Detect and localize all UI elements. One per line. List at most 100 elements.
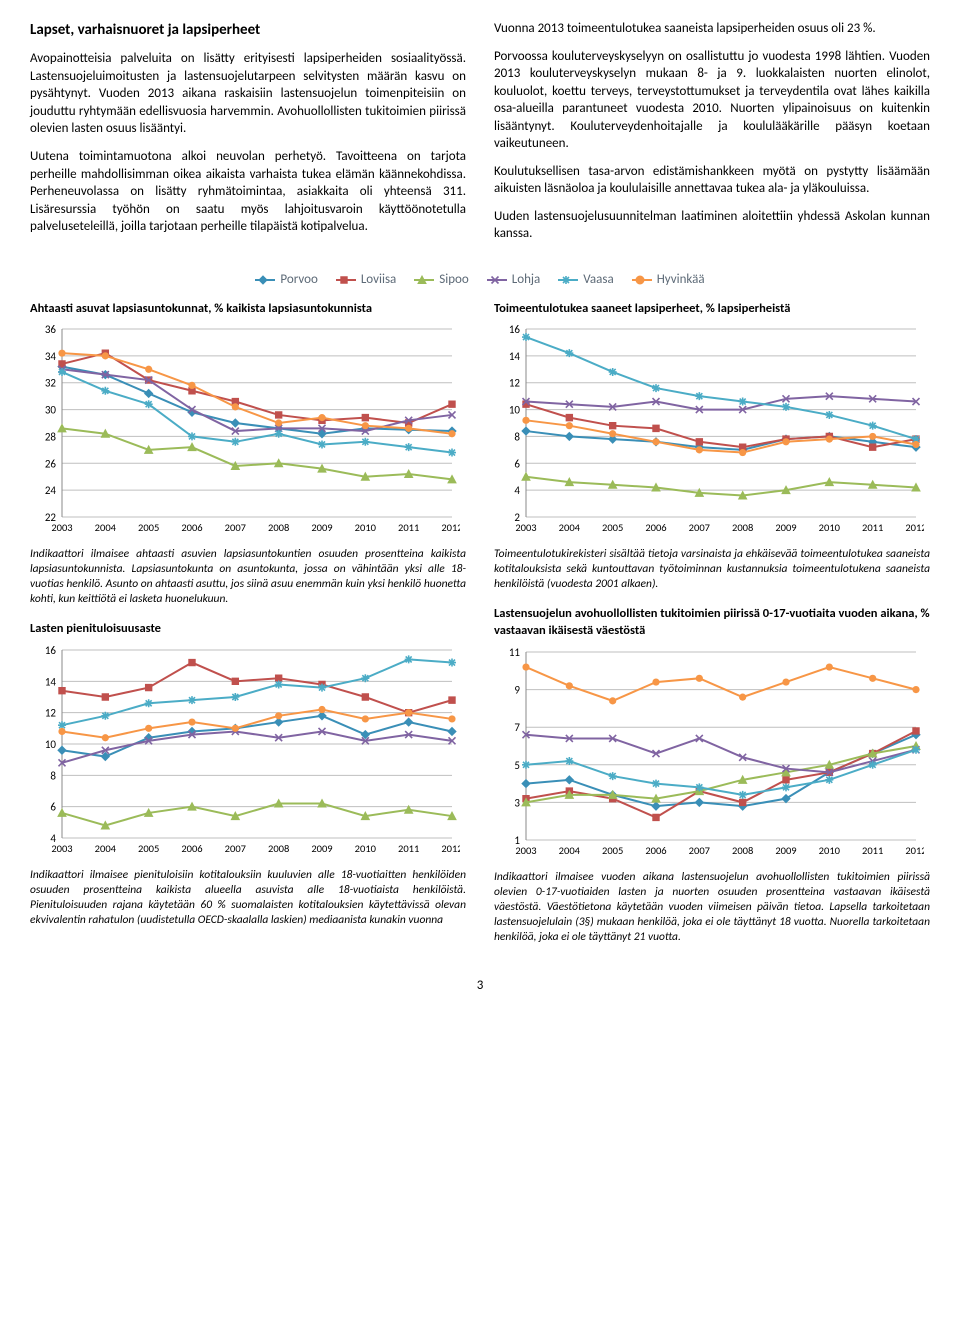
chart2-title: Toimeentulotukea saaneet lapsiperheet, %…	[494, 301, 930, 318]
svg-text:2012: 2012	[441, 842, 460, 855]
svg-text:6: 6	[50, 801, 56, 814]
svg-text:2008: 2008	[268, 521, 289, 534]
chart1: 2224262830323436200320042005200620072008…	[30, 321, 466, 541]
legend-item-sipoo: Sipoo	[414, 271, 469, 289]
chart2-svg: 2468101214162003200420052006200720082009…	[494, 321, 924, 541]
svg-text:11: 11	[509, 646, 521, 659]
chart2-block: Toimeentulotukea saaneet lapsiperheet, %…	[494, 301, 930, 959]
svg-text:14: 14	[45, 675, 57, 688]
svg-text:2012: 2012	[905, 521, 924, 534]
svg-text:16: 16	[45, 644, 57, 657]
chart3-svg: 4681012141620032004200520062007200820092…	[30, 642, 460, 862]
svg-text:30: 30	[45, 404, 57, 417]
svg-text:34: 34	[45, 350, 57, 363]
page-number: 3	[30, 977, 930, 995]
text-columns: Lapset, varhaisnuoret ja lapsiperheet Av…	[30, 20, 930, 253]
legend: Porvoo Loviisa Sipoo Lohja Vaasa Hyvinkää	[30, 271, 930, 289]
svg-text:2011: 2011	[862, 844, 883, 857]
svg-text:2009: 2009	[311, 521, 332, 534]
legend-item-loviisa: Loviisa	[336, 271, 396, 289]
svg-text:2006: 2006	[181, 521, 202, 534]
chart2-desc: Toimeentulotukirekisteri sisältää tietoj…	[494, 547, 930, 592]
svg-text:2004: 2004	[559, 521, 581, 534]
svg-text:8: 8	[514, 431, 520, 444]
legend-item-porvoo: Porvoo	[255, 271, 317, 289]
svg-text:2004: 2004	[95, 521, 117, 534]
chart3-desc: Indikaattori ilmaisee pienituloisiin kot…	[30, 868, 466, 928]
right-column: Vuonna 2013 toimeentulotukea saaneista l…	[494, 20, 930, 253]
chart2: 2468101214162003200420052006200720082009…	[494, 321, 930, 541]
svg-text:8: 8	[50, 769, 56, 782]
legend-item-hyvinkää: Hyvinkää	[632, 271, 705, 289]
svg-text:2006: 2006	[645, 844, 666, 857]
svg-text:28: 28	[45, 431, 57, 444]
svg-text:4: 4	[514, 485, 520, 498]
svg-text:2005: 2005	[138, 842, 159, 855]
chart1-title: Ahtaasti asuvat lapsiasuntokunnat, % kai…	[30, 301, 466, 318]
svg-text:2008: 2008	[732, 521, 753, 534]
svg-text:2008: 2008	[268, 842, 289, 855]
chart1-desc: Indikaattori ilmaisee ahtaasti asuvien l…	[30, 547, 466, 607]
right-paragraph-3: Koulutuksellisen tasa-arvon edistämishan…	[494, 163, 930, 198]
svg-text:14: 14	[509, 350, 521, 363]
svg-text:2012: 2012	[441, 521, 460, 534]
svg-text:2005: 2005	[602, 521, 623, 534]
svg-text:2010: 2010	[355, 842, 377, 855]
svg-text:24: 24	[45, 485, 57, 498]
svg-text:10: 10	[45, 738, 57, 751]
legend-item-lohja: Lohja	[487, 271, 541, 289]
svg-text:2011: 2011	[398, 521, 419, 534]
svg-text:2004: 2004	[559, 844, 581, 857]
left-column: Lapset, varhaisnuoret ja lapsiperheet Av…	[30, 20, 466, 253]
svg-text:2003: 2003	[515, 521, 536, 534]
svg-text:2007: 2007	[689, 844, 710, 857]
svg-text:2004: 2004	[95, 842, 117, 855]
svg-text:2003: 2003	[51, 521, 72, 534]
chart3: 4681012141620032004200520062007200820092…	[30, 642, 466, 862]
svg-text:2006: 2006	[645, 521, 666, 534]
right-paragraph-4: Uuden lastensuojelusuunnitelman laatimin…	[494, 208, 930, 243]
section-title: Lapset, varhaisnuoret ja lapsiperheet	[30, 20, 466, 40]
svg-text:2007: 2007	[225, 521, 246, 534]
svg-text:36: 36	[45, 323, 57, 336]
chart1-block: Ahtaasti asuvat lapsiasuntokunnat, % kai…	[30, 301, 466, 959]
svg-text:2003: 2003	[515, 844, 536, 857]
left-paragraph-2: Uutena toimintamuotona alkoi neuvolan pe…	[30, 148, 466, 236]
svg-text:16: 16	[509, 323, 521, 336]
chart4-desc: Indikaattori ilmaisee vuoden aikana last…	[494, 870, 930, 945]
right-paragraph-2: Porvoossa kouluterveyskyselyyn on osalli…	[494, 48, 930, 153]
svg-text:2007: 2007	[689, 521, 710, 534]
chart4: 1357911200320042005200620072008200920102…	[494, 644, 930, 864]
chart3-title: Lasten pienituloisuusaste	[30, 621, 466, 638]
svg-text:2009: 2009	[775, 844, 796, 857]
svg-text:2010: 2010	[819, 521, 841, 534]
svg-text:2009: 2009	[311, 842, 332, 855]
legend-item-vaasa: Vaasa	[558, 271, 613, 289]
svg-text:2011: 2011	[862, 521, 883, 534]
left-paragraph-1: Avopainotteisia palveluita on lisätty er…	[30, 50, 466, 138]
svg-text:26: 26	[45, 458, 57, 471]
svg-text:2005: 2005	[138, 521, 159, 534]
svg-text:10: 10	[509, 404, 521, 417]
svg-text:2011: 2011	[398, 842, 419, 855]
chart4-svg: 1357911200320042005200620072008200920102…	[494, 644, 924, 864]
svg-text:2012: 2012	[905, 844, 924, 857]
svg-text:7: 7	[514, 721, 520, 734]
chart1-svg: 2224262830323436200320042005200620072008…	[30, 321, 460, 541]
svg-text:9: 9	[514, 684, 520, 697]
svg-text:2006: 2006	[181, 842, 202, 855]
svg-text:2007: 2007	[225, 842, 246, 855]
svg-text:5: 5	[514, 759, 520, 772]
chart4-title: Lastensuojelun avohuollollisten tukitoim…	[494, 606, 930, 640]
right-paragraph-1: Vuonna 2013 toimeentulotukea saaneista l…	[494, 20, 930, 38]
svg-text:12: 12	[45, 707, 57, 720]
svg-text:2010: 2010	[355, 521, 377, 534]
svg-text:2010: 2010	[819, 844, 841, 857]
svg-text:2008: 2008	[732, 844, 753, 857]
svg-text:3: 3	[514, 796, 520, 809]
svg-text:6: 6	[514, 458, 520, 471]
svg-text:2005: 2005	[602, 844, 623, 857]
charts-row-1: Ahtaasti asuvat lapsiasuntokunnat, % kai…	[30, 301, 930, 959]
svg-text:12: 12	[509, 377, 521, 390]
svg-text:2003: 2003	[51, 842, 72, 855]
